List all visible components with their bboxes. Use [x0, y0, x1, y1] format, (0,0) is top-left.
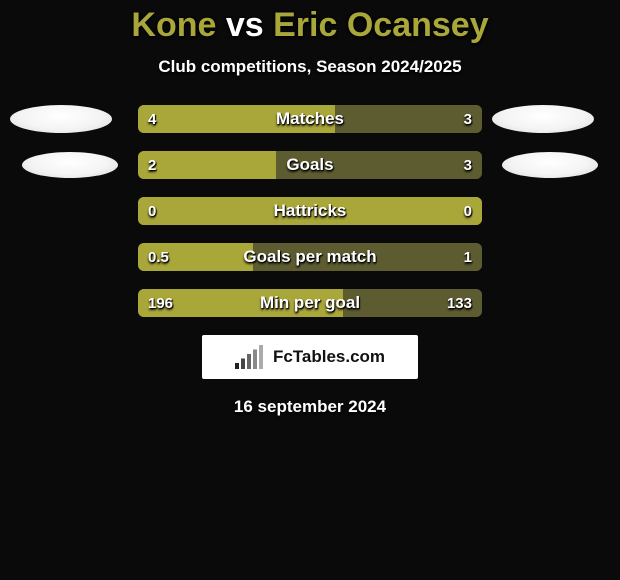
vs-word: vs [226, 6, 264, 44]
stat-label: Min per goal [138, 289, 482, 317]
stat-value-right: 133 [447, 289, 472, 317]
stats-container: Matches43Goals23Hattricks00Goals per mat… [0, 105, 620, 317]
right-player-oval-icon [492, 105, 594, 133]
comparison-title: Kone vs Eric Ocansey [0, 0, 620, 49]
stat-value-right: 3 [464, 151, 472, 179]
bar-chart-icon [235, 345, 265, 369]
stat-row: Goals2 3 [138, 151, 482, 179]
stat-row: Goals per match0.5 1 [138, 243, 482, 271]
stat-row: Matches4 3 [138, 105, 482, 133]
player-right-name: Eric Ocansey [273, 6, 488, 44]
stat-value-right: 0 [464, 197, 472, 225]
left-player-oval-icon [10, 105, 112, 133]
brand-text: FcTables.com [273, 347, 385, 367]
stat-row: Min per goal196 133 [138, 289, 482, 317]
stat-value-right: 3 [464, 105, 472, 133]
right-player-oval-icon [502, 152, 598, 178]
stat-value-left: 0.5 [148, 243, 169, 271]
stat-value-left: 2 [148, 151, 156, 179]
stat-value-left: 0 [148, 197, 156, 225]
stat-row: Hattricks0 0 [138, 197, 482, 225]
player-left-name: Kone [131, 6, 216, 44]
stat-label: Hattricks [138, 197, 482, 225]
stat-value-left: 4 [148, 105, 156, 133]
left-player-oval-icon [22, 152, 118, 178]
stat-label: Goals [138, 151, 482, 179]
brand-badge[interactable]: FcTables.com [202, 335, 418, 379]
stat-value-right: 1 [464, 243, 472, 271]
generation-date: 16 september 2024 [0, 397, 620, 417]
subtitle: Club competitions, Season 2024/2025 [0, 57, 620, 77]
stat-value-left: 196 [148, 289, 173, 317]
stat-label: Matches [138, 105, 482, 133]
stat-label: Goals per match [138, 243, 482, 271]
